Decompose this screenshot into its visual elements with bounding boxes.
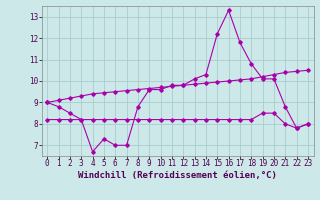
- X-axis label: Windchill (Refroidissement éolien,°C): Windchill (Refroidissement éolien,°C): [78, 171, 277, 180]
